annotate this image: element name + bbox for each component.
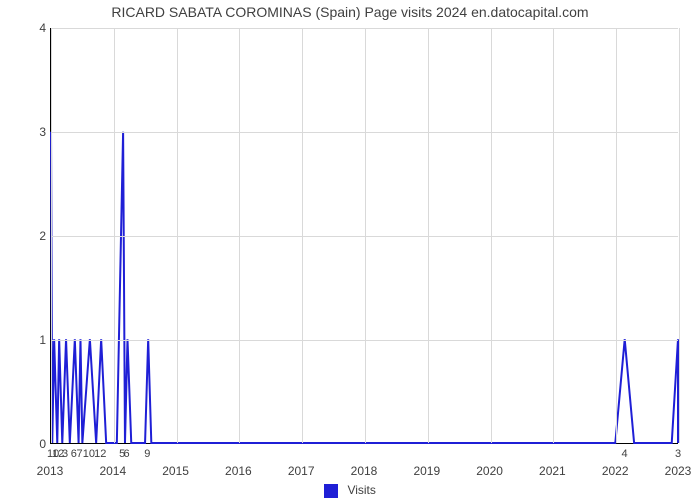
x-tick-year: 2017 [288, 464, 315, 478]
legend: Visits [0, 483, 700, 498]
gridline-horizontal [51, 132, 678, 133]
gridline-horizontal [51, 28, 678, 29]
y-tick-label: 2 [6, 229, 46, 243]
y-tick-label: 0 [6, 437, 46, 451]
legend-label: Visits [347, 483, 375, 497]
x-tick-year: 2015 [162, 464, 189, 478]
legend-swatch [324, 484, 338, 498]
data-point-label: 4 [622, 448, 628, 460]
plot-area [50, 28, 678, 444]
chart-title: RICARD SABATA COROMINAS (Spain) Page vis… [0, 4, 700, 20]
data-point-label: 3 [675, 448, 681, 460]
chart-container: RICARD SABATA COROMINAS (Spain) Page vis… [0, 0, 700, 500]
x-tick-year: 2014 [99, 464, 126, 478]
x-tick-year: 2023 [665, 464, 692, 478]
x-tick-year: 2022 [602, 464, 629, 478]
gridline-horizontal [51, 236, 678, 237]
data-point-label: 3 [62, 448, 68, 460]
gridline-horizontal [51, 340, 678, 341]
x-tick-year: 2019 [413, 464, 440, 478]
x-tick-year: 2016 [225, 464, 252, 478]
y-tick-label: 3 [6, 125, 46, 139]
y-tick-label: 4 [6, 21, 46, 35]
data-point-label: 6 [124, 448, 130, 460]
data-point-label: 12 [94, 448, 106, 460]
data-point-label: 9 [144, 448, 150, 460]
x-tick-year: 2018 [351, 464, 378, 478]
gridline-vertical [679, 28, 680, 443]
x-tick-year: 2021 [539, 464, 566, 478]
y-tick-label: 1 [6, 333, 46, 347]
x-tick-year: 2020 [476, 464, 503, 478]
x-tick-year: 2013 [37, 464, 64, 478]
data-point-label: 7 [76, 448, 82, 460]
